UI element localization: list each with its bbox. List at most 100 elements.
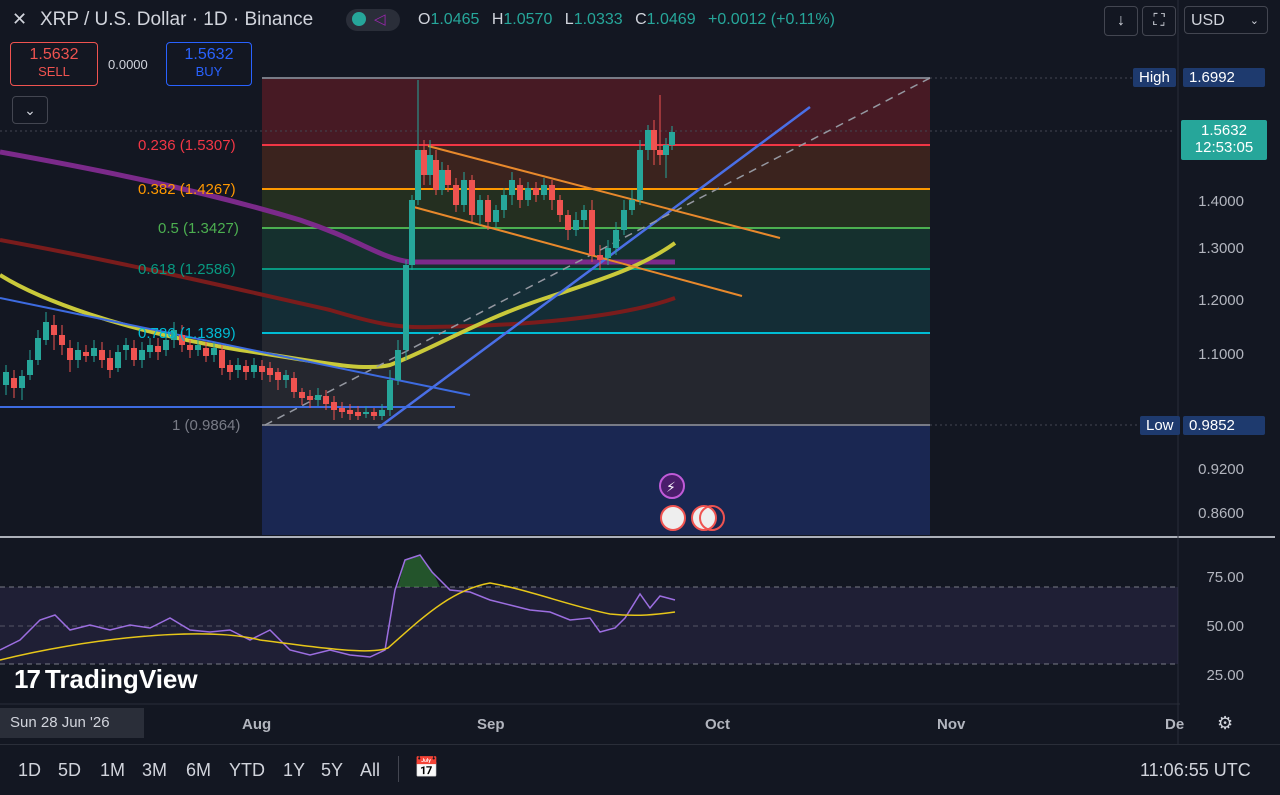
close-icon[interactable]: ✕ [12,9,28,29]
candle-body [83,352,89,356]
candle-body [203,348,209,356]
clock: 11:06:55 UTC [1140,760,1251,780]
candle-body [323,396,329,404]
fib-lines[interactable] [262,77,930,426]
candle-body [581,210,587,220]
candle-body [35,338,41,360]
bottom-toolbar [0,744,1280,795]
candle-body [195,345,201,350]
fib-label-0786: 0.786 (1.1389) [138,325,236,342]
trend-line-blue-falling [0,297,471,396]
candle-body [75,350,81,360]
candle-body [243,366,249,372]
candle-body [525,188,531,200]
candle-body [453,185,459,205]
candle-body [445,170,451,185]
high-value: 1.6992 [1183,68,1265,87]
top-bar: ✕ XRP / U.S. Dollar · 1D · Binance ◁ O1.… [0,0,1280,40]
candle-body [267,368,273,375]
candle-body [99,350,105,360]
timeframe-1y[interactable]: 1Y [283,760,306,780]
candle-body [139,350,145,360]
cursor-date: Sun 28 Jun '26 [0,708,144,738]
symbol-title[interactable]: XRP / U.S. Dollar · 1D · Binance [40,9,314,30]
candle-body [427,155,433,175]
candle-body [657,150,663,155]
candle-body [645,130,651,150]
price-tick: 1.1000 [1198,346,1244,363]
candle-body [235,365,241,370]
timeframe-3m[interactable]: 3M [142,760,168,780]
candle-body [461,180,467,205]
candle-body [123,345,129,350]
candle-body [509,180,515,195]
fib-label-0618: 0.618 (1.2586) [138,261,236,278]
timeframe-5y[interactable]: 5Y [321,760,344,780]
candle-body [227,365,233,372]
candle-body [27,360,33,375]
trend-line-blue-rising [377,105,811,430]
timeframe-all[interactable]: All [360,760,381,780]
candle-body [557,200,563,215]
fib-label-0236: 0.236 (1.5307) [138,137,236,154]
candle-body [613,230,619,248]
buy-button[interactable]: 1.5632 BUY [166,42,252,86]
low-value: 0.9852 [1183,416,1265,435]
candle-body [395,350,401,380]
candle-body [477,200,483,215]
candle-body [493,210,499,222]
download-icon[interactable]: ↓ [1104,6,1138,36]
candle-body [355,412,361,416]
candle-body [371,412,377,416]
candle-body [187,345,193,350]
timeframe-ytd[interactable]: YTD [229,760,265,780]
rsi-ma-line [0,582,676,661]
svg-text:⚡: ⚡ [666,480,676,496]
time-label: Aug [242,716,272,733]
spread-value: 0.0000 [108,57,148,72]
candle-body [637,150,643,200]
candle-body [43,322,49,340]
candle-body [501,195,507,210]
channel-upper [427,145,781,239]
fib-label-05: 0.5 (1.3427) [158,220,239,237]
timeframe-1d[interactable]: 1D [18,760,42,780]
candle-body [549,185,555,200]
candle-body [211,348,217,355]
candle-body [541,185,547,195]
candle-body [307,396,313,400]
candle-body [91,348,97,356]
time-label: Oct [705,716,731,733]
candle-body [107,358,113,370]
lightning-event-icon [659,473,685,499]
candle-body [433,160,439,190]
calendar-icon[interactable]: 📅 [414,757,439,779]
fullscreen-icon[interactable]: ⛶ [1142,6,1176,36]
candle-body [347,410,353,414]
candle-body [629,200,635,210]
candle-body [219,350,225,368]
candle-body [439,170,445,190]
chevron-down-icon[interactable]: ⌄ [12,96,48,124]
price-tick: 1.4000 [1198,193,1244,210]
candle-body [179,335,185,345]
timeframe-6m[interactable]: 6M [186,760,212,780]
candle-body [363,412,369,414]
price-tick: 0.9200 [1198,461,1244,478]
tradingview-logo[interactable]: 17 TradingView [14,664,198,694]
indicator-toggle[interactable]: ◁ [346,9,400,31]
timeframe-5d[interactable]: 5D [58,760,82,780]
fib-label-1: 1 (0.9864) [172,417,241,434]
sell-button[interactable]: 1.5632 SELL [10,42,98,86]
candle-body [605,248,611,258]
settings-icon[interactable]: ⚙ [1217,713,1234,733]
time-label: Nov [937,716,966,733]
candle-body [67,348,73,360]
timeframe-1m[interactable]: 1M [100,760,126,780]
candle-body [485,200,491,222]
channel-lower [409,205,743,297]
candle-body [171,330,177,340]
high-label: High [1133,68,1176,87]
currency-select[interactable]: USD ⌄ [1184,6,1268,34]
